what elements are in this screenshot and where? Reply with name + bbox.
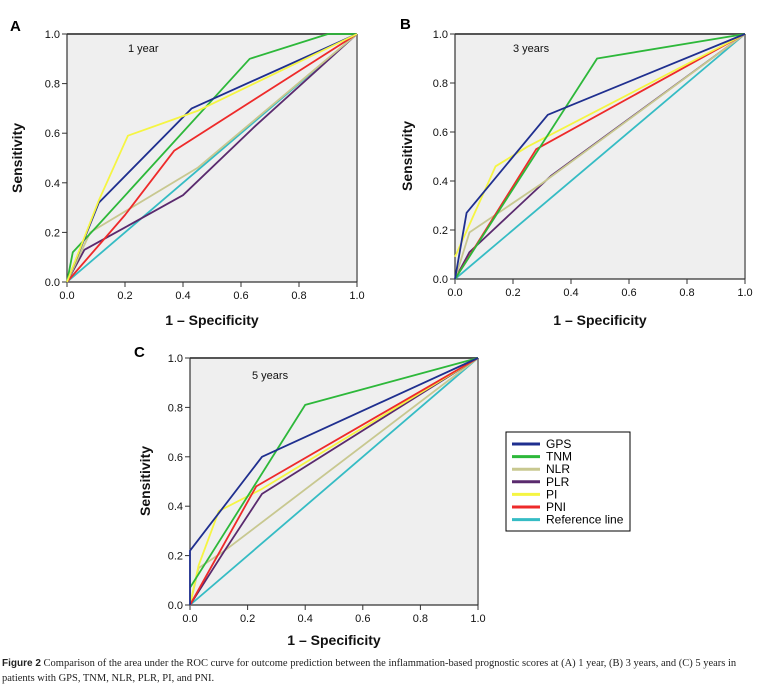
y-tick-label: 0.0: [45, 277, 60, 289]
y-tick-label: 0.4: [45, 178, 60, 190]
roc-curve-plr: [66, 33, 358, 283]
panel-annotation: 3 years: [513, 43, 550, 55]
legend-label: PI: [546, 487, 557, 501]
roc-curve-pni: [189, 357, 479, 606]
y-tick-label: 0.6: [168, 452, 183, 464]
y-tick-label: 1.0: [433, 29, 448, 41]
caption-text: Comparison of the area under the ROC cur…: [2, 658, 737, 684]
y-axis-title: Sensitivity: [137, 446, 153, 516]
y-tick-label: 1.0: [168, 353, 183, 365]
legend-label: PNI: [546, 500, 566, 514]
legend-label: GPS: [546, 437, 571, 451]
roc-curve-pni: [66, 33, 358, 283]
x-tick-label: 0.4: [298, 613, 313, 625]
x-tick-label: 0.2: [505, 287, 520, 299]
x-tick-label: 0.6: [233, 290, 248, 302]
x-tick-label: 0.6: [621, 287, 636, 299]
roc-curve-tnm: [66, 33, 357, 283]
roc-curve-pi: [454, 33, 746, 258]
panel-c: C 0.0 0.2 0.4 0.6 0.8 1.0 0.0 0.2 0.4 0.6 0.8 1.0 5 y…: [134, 344, 486, 648]
x-tick-label: 0.6: [355, 613, 370, 625]
legend-label: Reference line: [546, 513, 624, 527]
figure-caption: Figure 2 Comparison of the area under th…: [2, 656, 760, 686]
y-tick-label: 0.6: [45, 128, 60, 140]
y-tick-label: 0.6: [433, 127, 448, 139]
legend-label: PLR: [546, 475, 570, 489]
roc-curve-nlr: [454, 33, 746, 280]
x-tick-label: 0.0: [182, 613, 197, 625]
y-tick-label: 0.8: [45, 79, 60, 91]
x-tick-label: 0.8: [413, 613, 428, 625]
y-tick-label: 0.8: [433, 78, 448, 90]
roc-curve-reference-line: [189, 357, 479, 606]
y-tick-label: 0.4: [433, 176, 448, 188]
roc-curve-gps: [189, 357, 479, 605]
y-axis-title: Sensitivity: [9, 123, 25, 193]
x-tick-label: 0.2: [117, 290, 132, 302]
x-tick-label: 0.4: [563, 287, 578, 299]
y-tick-label: 0.0: [168, 600, 183, 612]
x-tick-label: 0.8: [679, 287, 694, 299]
x-tick-label: 0.8: [291, 290, 306, 302]
panel-b: B 0.0 0.2 0.4 0.6 0.8 1.0 0.0 0.2 0.4 0.6 0.8 1.0 3 y…: [399, 16, 753, 328]
roc-figure: A 0.0 0.2 0.4 0.6 0.8 1.0 0.0 0.2 0.4 0.6 0.8 1.0 1 y…: [9, 16, 753, 648]
roc-curve-tnm: [454, 33, 746, 280]
y-tick-label: 0.2: [168, 551, 183, 563]
roc-curve-reference-line: [454, 33, 746, 280]
y-tick-label: 0.4: [168, 501, 183, 513]
x-tick-label: 0.0: [447, 287, 462, 299]
roc-curve-nlr: [66, 33, 358, 283]
legend-label: TNM: [546, 450, 572, 464]
x-tick-label: 0.2: [240, 613, 255, 625]
y-tick-label: 1.0: [45, 29, 60, 41]
y-axis-title: Sensitivity: [399, 121, 415, 191]
y-tick-label: 0.2: [433, 225, 448, 237]
legend-label: NLR: [546, 462, 570, 476]
x-tick-label: 0.4: [175, 290, 190, 302]
panel-annotation: 5 years: [252, 370, 289, 382]
roc-curve-tnm: [189, 357, 479, 589]
y-tick-label: 0.8: [168, 402, 183, 414]
roc-curve-pi: [66, 33, 358, 283]
panel-a: A 0.0 0.2 0.4 0.6 0.8 1.0 0.0 0.2 0.4 0.6 0.8 1.0 1 y…: [9, 18, 365, 328]
panel-letter: B: [400, 16, 411, 33]
x-tick-label: 1.0: [349, 290, 364, 302]
roc-curve-gps: [454, 33, 746, 280]
x-tick-label: 0.0: [59, 290, 74, 302]
x-tick-label: 1.0: [737, 287, 752, 299]
y-tick-label: 0.0: [433, 274, 448, 286]
x-axis-title: 1 – Specificity: [287, 632, 381, 648]
panel-letter: A: [10, 18, 21, 35]
panel-letter: C: [134, 344, 145, 361]
y-tick-label: 0.2: [45, 227, 60, 239]
panel-annotation: 1 year: [128, 43, 159, 55]
caption-label: Figure 2: [2, 658, 41, 669]
x-axis-title: 1 – Specificity: [165, 312, 259, 328]
roc-curve-plr: [189, 357, 479, 606]
x-axis-title: 1 – Specificity: [553, 312, 647, 328]
x-tick-label: 1.0: [470, 613, 485, 625]
